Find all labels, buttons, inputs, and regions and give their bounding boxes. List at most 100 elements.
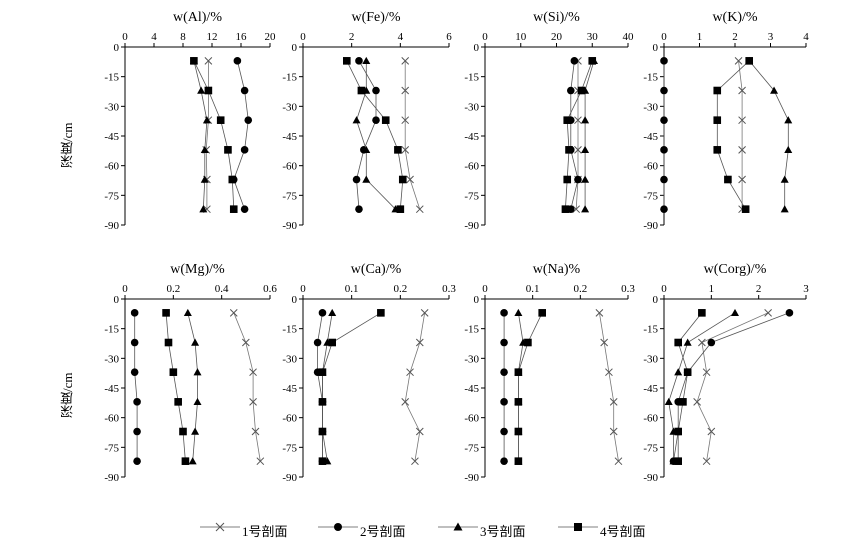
data-point-cross: [738, 86, 746, 95]
data-point-square: [377, 309, 385, 317]
data-point-circle: [372, 116, 380, 124]
data-point-cross: [401, 86, 410, 95]
series-line: [673, 312, 790, 462]
series-line: [187, 312, 198, 462]
y-tick-label: -30: [282, 353, 297, 365]
data-point-triangle: [581, 205, 590, 213]
y-tick-label: -30: [643, 101, 658, 113]
data-point-cross: [249, 397, 257, 406]
panel-title: w(Mg)/%: [170, 262, 225, 277]
data-point-circle: [133, 457, 141, 465]
series-line: [233, 312, 261, 462]
series-line: [404, 60, 421, 210]
series-line: [677, 312, 703, 462]
y-tick-label: -60: [464, 413, 479, 425]
x-tick-label: 0: [661, 31, 667, 43]
y-tick-label: -75: [104, 190, 119, 202]
y-tick-label: -15: [282, 72, 297, 84]
data-point-square: [318, 398, 327, 406]
data-point-cross: [738, 145, 746, 154]
data-point-cross: [698, 338, 706, 347]
x-tick-label: 1: [697, 31, 703, 43]
data-point-square: [162, 309, 170, 317]
data-point-cross: [595, 308, 604, 317]
data-point-cross: [401, 56, 410, 65]
data-point-cross: [420, 308, 429, 317]
series-line: [165, 312, 186, 462]
data-point-cross: [605, 368, 613, 377]
data-point-cross: [415, 338, 424, 347]
data-point-triangle: [731, 308, 739, 317]
data-point-square: [514, 457, 523, 465]
data-point-circle: [567, 86, 575, 95]
data-point-square: [343, 57, 351, 65]
series-line: [205, 60, 209, 210]
y-tick-label: -90: [643, 472, 658, 484]
series-line: [748, 60, 789, 210]
y-tick-label: -45: [643, 131, 658, 143]
x-tick-label: 0: [661, 283, 667, 295]
x-tick-label: 0.2: [166, 283, 180, 295]
y-axis-label-bottom: 深度/cm: [60, 372, 75, 418]
data-point-triangle: [581, 145, 590, 154]
y-tick-label: -15: [464, 72, 479, 84]
data-point-square: [679, 398, 687, 406]
data-point-square: [169, 368, 178, 376]
y-tick-label: -75: [643, 442, 658, 454]
x-tick-label: 0: [122, 31, 128, 43]
legend-label-2: 2号剖面: [360, 524, 406, 539]
y-tick-label: 0: [653, 42, 659, 54]
y-tick-label: 0: [114, 42, 120, 54]
data-point-circle: [244, 116, 253, 124]
series-line: [696, 312, 769, 462]
data-point-square: [396, 205, 405, 213]
y-tick-label: -60: [643, 161, 658, 173]
x-tick-label: 8: [180, 31, 186, 43]
data-point-circle: [130, 309, 139, 317]
data-point-cross: [411, 457, 419, 466]
data-point-cross: [738, 116, 746, 125]
x-tick-label: 0.1: [345, 283, 359, 295]
x-tick-label: 1: [709, 283, 715, 295]
y-tick-label: -90: [643, 220, 658, 232]
y-tick-label: -60: [643, 413, 658, 425]
x-tick-label: 0: [482, 31, 488, 43]
x-tick-label: 20: [265, 31, 277, 43]
data-point-circle: [313, 338, 322, 347]
data-point-triangle: [780, 205, 789, 213]
data-point-circle: [318, 309, 327, 317]
data-point-cross: [229, 308, 238, 317]
data-point-circle: [660, 57, 668, 65]
data-point-square: [561, 205, 570, 213]
data-point-cross: [738, 175, 746, 184]
data-point-cross: [241, 338, 250, 347]
legend-marker-square: [558, 523, 598, 531]
y-tick-label: -75: [643, 190, 658, 202]
panel-title: w(Fe)/%: [352, 10, 401, 25]
legend-marker-circle: [318, 523, 358, 531]
data-point-square: [713, 116, 722, 124]
y-tick-label: -90: [282, 220, 297, 232]
data-point-triangle: [188, 457, 197, 465]
legend-label-1: 1号剖面: [242, 524, 288, 539]
data-point-circle: [660, 175, 668, 184]
series-line: [322, 312, 382, 462]
x-tick-label: 0.4: [215, 283, 229, 295]
x-tick-label: 4: [151, 31, 157, 43]
panel-title: w(Na)%: [533, 262, 581, 277]
x-tick-label: 2: [732, 31, 738, 43]
data-point-square: [181, 457, 190, 465]
data-point-square: [318, 368, 327, 376]
series-line: [584, 60, 595, 210]
data-point-triangle: [514, 308, 523, 317]
data-point-square: [563, 116, 572, 124]
data-point-square: [698, 309, 706, 317]
y-tick-label: -75: [104, 442, 119, 454]
x-tick-label: 20: [551, 31, 563, 43]
y-tick-label: -45: [643, 383, 658, 395]
data-point-square: [724, 175, 732, 184]
data-point-square: [674, 427, 682, 436]
data-point-circle: [660, 116, 668, 124]
data-point-square: [228, 175, 237, 184]
data-point-cross: [406, 175, 414, 184]
